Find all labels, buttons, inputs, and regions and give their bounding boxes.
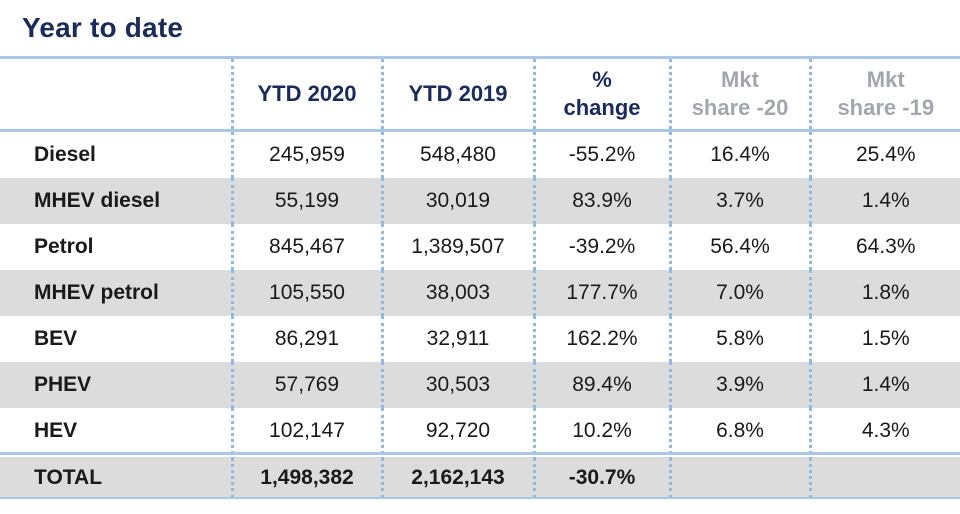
cell-pct-change: -39.2% [532,224,670,270]
cell-mkt-share-19: 1.4% [808,178,960,224]
row-label: BEV [34,327,78,350]
header-mkt-share-20-line2: share -20 [691,95,789,120]
cell-ytd-2020: 57,769 [230,362,382,408]
cell-mkt-share-20: 3.9% [668,362,810,408]
cell-ytd-2019: 548,480 [380,132,534,178]
header-rule [0,129,960,132]
header-mkt-share-20-line1: Mkt [721,67,759,92]
cell-ytd-2020: 102,147 [230,408,382,454]
cell-ytd-2019: 92,720 [380,408,534,454]
header-mkt-share-20: Mkt share -20 [668,59,810,129]
cell-mkt-share-20: 5.8% [668,316,810,362]
total-pct-change: -30.7% [532,457,670,499]
header-mkt-share-19: Mkt share -19 [808,59,960,129]
cell-pct-change: 10.2% [532,408,670,454]
table-row: Petrol 845,467 1,389,507 -39.2% 56.4% 64… [0,224,960,270]
total-ytd-2019: 2,162,143 [380,457,534,499]
row-label: Diesel [34,143,96,166]
page-title: Year to date [22,12,184,43]
table-row: BEV 86,291 32,911 162.2% 5.8% 1.5% [0,316,960,362]
total-ytd-2020: 1,498,382 [230,457,382,499]
cell-ytd-2019: 32,911 [380,316,534,362]
cell-mkt-share-19: 25.4% [808,132,960,178]
cell-mkt-share-19: 64.3% [808,224,960,270]
row-label: Petrol [34,235,94,258]
cell-ytd-2020: 86,291 [230,316,382,362]
cell-ytd-2019: 38,003 [380,270,534,316]
row-label: HEV [34,419,78,442]
cell-mkt-share-20: 56.4% [668,224,810,270]
cell-mkt-share-19: 4.3% [808,408,960,454]
header-mkt-share-19-line2: share -19 [837,95,935,120]
row-label: MHEV diesel [34,189,161,212]
header-pct-change-line1: % [592,67,612,92]
cell-mkt-share-19: 1.5% [808,316,960,362]
top-rule [0,56,960,59]
total-mkt-share-19 [808,457,960,499]
table-row: PHEV 57,769 30,503 89.4% 3.9% 1.4% [0,362,960,408]
cell-ytd-2019: 30,503 [380,362,534,408]
header-ytd-2019: YTD 2019 [380,59,534,129]
total-label: TOTAL [34,466,103,489]
cell-ytd-2020: 55,199 [230,178,382,224]
header-label [0,59,232,129]
cell-ytd-2019: 1,389,507 [380,224,534,270]
cell-pct-change: 89.4% [532,362,670,408]
header-pct-change-line2: change [563,95,641,120]
cell-mkt-share-19: 1.8% [808,270,960,316]
cell-mkt-share-20: 7.0% [668,270,810,316]
bottom-rule [0,497,960,499]
ytd-table: YTD 2020 YTD 2019 % change Mkt share -20… [0,59,960,499]
cell-mkt-share-20: 3.7% [668,178,810,224]
cell-ytd-2020: 245,959 [230,132,382,178]
table-row: MHEV diesel 55,199 30,019 83.9% 3.7% 1.4… [0,178,960,224]
cell-pct-change: 177.7% [532,270,670,316]
header-ytd-2020: YTD 2020 [230,59,382,129]
total-rule [0,452,960,455]
cell-ytd-2019: 30,019 [380,178,534,224]
cell-mkt-share-20: 6.8% [668,408,810,454]
cell-pct-change: 162.2% [532,316,670,362]
cell-mkt-share-19: 1.4% [808,362,960,408]
cell-ytd-2020: 105,550 [230,270,382,316]
cell-pct-change: 83.9% [532,178,670,224]
table-row: Diesel 245,959 548,480 -55.2% 16.4% 25.4… [0,132,960,178]
row-label: PHEV [34,373,92,396]
total-row: TOTAL 1,498,382 2,162,143 -30.7% [0,457,960,499]
table-row: HEV 102,147 92,720 10.2% 6.8% 4.3% [0,408,960,454]
header-row: YTD 2020 YTD 2019 % change Mkt share -20… [0,59,960,129]
header-pct-change: % change [532,59,670,129]
table-row: MHEV petrol 105,550 38,003 177.7% 7.0% 1… [0,270,960,316]
header-mkt-share-19-line1: Mkt [866,67,905,92]
row-label: MHEV petrol [34,281,159,304]
cell-ytd-2020: 845,467 [230,224,382,270]
cell-mkt-share-20: 16.4% [668,132,810,178]
cell-pct-change: -55.2% [532,132,670,178]
total-mkt-share-20 [668,457,810,499]
